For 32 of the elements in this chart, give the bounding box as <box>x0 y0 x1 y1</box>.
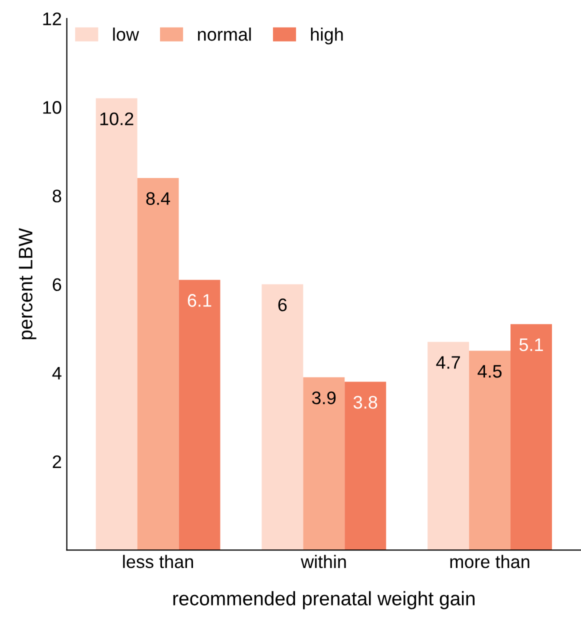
y-tick-label: 12 <box>43 12 62 26</box>
bar <box>344 382 386 550</box>
x-tick-label: less than <box>123 554 194 568</box>
bar <box>303 377 345 550</box>
data-label: 3.9 <box>312 391 336 404</box>
x-axis-title: recommended prenatal weight gain <box>173 591 475 610</box>
y-tick-label: 6 <box>52 278 62 291</box>
bar <box>137 178 179 550</box>
y-tick-label: 10 <box>43 101 62 114</box>
data-label: 4.5 <box>478 365 502 378</box>
data-label: 6.1 <box>188 294 212 307</box>
x-tick-label: within <box>300 554 346 568</box>
bar <box>469 350 511 550</box>
bar <box>510 324 552 550</box>
y-axis-title: percent LBW <box>18 228 36 340</box>
y-tick-label: 4 <box>52 366 62 380</box>
data-label: 3.8 <box>354 396 378 409</box>
legend-label: high <box>311 28 343 44</box>
bar <box>178 280 220 550</box>
data-label: 10.2 <box>100 112 134 126</box>
legend-label: low <box>113 28 140 41</box>
bar <box>428 342 470 550</box>
data-label: 6 <box>278 298 287 312</box>
data-label: 5.1 <box>519 338 543 352</box>
data-label: 8.4 <box>146 192 170 205</box>
data-label: 4.7 <box>436 356 460 369</box>
x-tick-label: more than <box>450 554 530 568</box>
legend-label: normal <box>198 28 251 41</box>
bar <box>262 284 304 550</box>
bar <box>96 98 138 550</box>
y-tick-label: 2 <box>52 455 62 468</box>
y-tick-label: 8 <box>52 190 62 202</box>
